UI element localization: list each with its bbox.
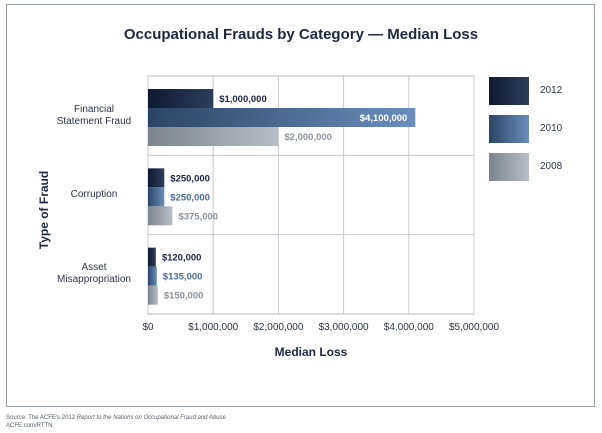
x-tick-label: $4,000,000 bbox=[383, 322, 434, 333]
bar-value-label: $2,000,000 bbox=[284, 132, 332, 143]
bar-value-label: $250,000 bbox=[170, 192, 210, 203]
category-label: Corruption bbox=[70, 189, 118, 200]
bar-value-label: $375,000 bbox=[178, 211, 218, 222]
bar-2012 bbox=[148, 89, 214, 108]
bar-2008 bbox=[148, 127, 279, 146]
legend-swatch-2012 bbox=[489, 77, 529, 105]
x-tick-label: $1,000,000 bbox=[188, 322, 239, 333]
x-tick-label: $3,000,000 bbox=[318, 322, 369, 333]
legend-label: 2010 bbox=[540, 123, 563, 134]
x-tick-label: $0 bbox=[142, 322, 154, 333]
source-note: Source: The ACFE's 2012 Report to the Na… bbox=[6, 414, 226, 430]
legend-label: 2008 bbox=[540, 161, 563, 172]
bar-2008 bbox=[148, 206, 173, 226]
category-label: Asset Misappropriation bbox=[57, 262, 131, 286]
bar-2010 bbox=[148, 187, 165, 207]
bar-2010 bbox=[148, 266, 157, 286]
source-url: ACFE.com/RTTN bbox=[6, 423, 53, 429]
bar-2008 bbox=[148, 285, 158, 305]
legend-swatch-2010 bbox=[489, 115, 529, 143]
bar-value-label: $150,000 bbox=[164, 291, 204, 302]
bar-2012 bbox=[148, 168, 165, 188]
legend-swatch-2008 bbox=[489, 153, 529, 181]
x-axis-label: Median Loss bbox=[274, 345, 348, 359]
chart-frame bbox=[6, 4, 595, 407]
bar-value-label: $120,000 bbox=[162, 253, 202, 264]
bar-2010 bbox=[148, 108, 416, 127]
bar-value-label: $135,000 bbox=[163, 272, 203, 283]
bar-value-label: $250,000 bbox=[170, 173, 210, 184]
source-prefix: Source: The ACFE's 2012 bbox=[6, 415, 77, 421]
bar-value-label: $1,000,000 bbox=[219, 94, 267, 105]
category-label: Financial Statement Fraud bbox=[56, 103, 132, 127]
legend-label: 2012 bbox=[540, 85, 563, 96]
x-tick-label: $2,000,000 bbox=[253, 322, 304, 333]
bar-value-label: $4,100,000 bbox=[360, 113, 408, 124]
x-tick-label: $5,000,000 bbox=[448, 322, 500, 333]
bar-2012 bbox=[148, 247, 156, 267]
source-title: Report to the Nations on Occupational Fr… bbox=[76, 415, 226, 421]
chart-title: Occupational Frauds by Category — Median… bbox=[123, 26, 479, 43]
